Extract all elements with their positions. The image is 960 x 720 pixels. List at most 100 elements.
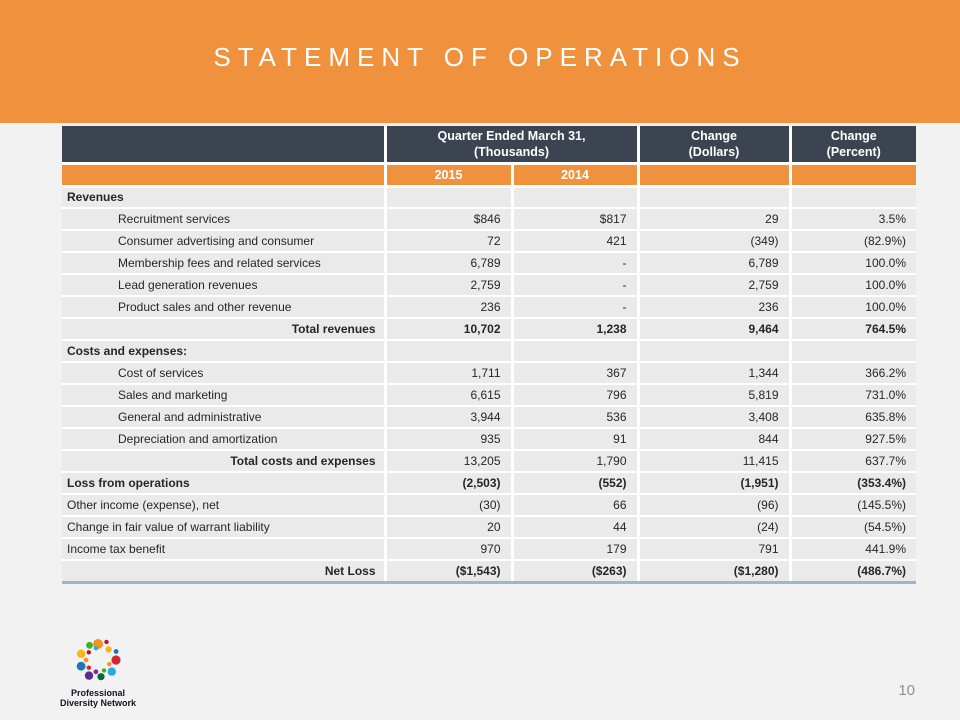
logo-dot — [83, 657, 89, 663]
cell-change-percent: 3.5% — [788, 208, 916, 231]
cell-2015 — [383, 186, 512, 209]
cell-change-percent: 100.0% — [788, 252, 916, 275]
cell-2015: ($1,543) — [383, 560, 512, 584]
pdn-logo-icon — [76, 639, 121, 681]
cell-2014: - — [510, 252, 638, 275]
cell-change-dollars: 29 — [636, 208, 790, 231]
row-label: Total revenues — [62, 318, 385, 341]
logo-dot — [105, 646, 112, 653]
row-label: Recruitment services — [62, 208, 385, 231]
year-change-dollars-cell — [636, 163, 790, 188]
operations-table: Quarter Ended March 31, (Thousands) Chan… — [62, 126, 916, 584]
logo-dot — [104, 639, 109, 645]
cell-2014: 796 — [510, 384, 638, 407]
cell-2014: - — [510, 296, 638, 319]
table-year-row: 2015 2014 — [62, 163, 916, 188]
cell-change-dollars: 5,819 — [636, 384, 790, 407]
cell-change-dollars: (1,951) — [636, 472, 790, 495]
table-row: Recruitment services $846 $817 29 3.5% — [62, 208, 916, 231]
table-row: Consumer advertising and consumer 72 421 (3… — [62, 230, 916, 253]
table-row: Costs and expenses: — [62, 340, 916, 363]
cell-2015: $846 — [383, 208, 512, 231]
cell-2014 — [510, 340, 638, 363]
table-row: General and administrative 3,944 536 3,408 6… — [62, 406, 916, 429]
cell-change-dollars: (24) — [636, 516, 790, 539]
row-label: Other income (expense), net — [62, 494, 385, 517]
table-row: Net Loss ($1,543) ($263) ($1,280) (486.7%) — [62, 560, 916, 584]
cell-change-percent: (54.5%) — [788, 516, 916, 539]
cell-2015: 20 — [383, 516, 512, 539]
logo-dot — [86, 665, 91, 670]
row-label: Total costs and expenses — [62, 450, 385, 473]
header-label-cell — [62, 126, 385, 165]
header-change-dollars: Change (Dollars) — [636, 126, 790, 165]
cell-2014: 44 — [510, 516, 638, 539]
logo-dot — [76, 661, 86, 671]
cell-2014: 1,790 — [510, 450, 638, 473]
cell-2015: 10,702 — [383, 318, 512, 341]
cell-2014: - — [510, 274, 638, 297]
row-label: Sales and marketing — [62, 384, 385, 407]
row-label: Membership fees and related services — [62, 252, 385, 275]
logo-dot — [101, 668, 107, 673]
logo-dot — [84, 671, 94, 680]
cell-change-dollars: (96) — [636, 494, 790, 517]
header-quarter-group: Quarter Ended March 31, (Thousands) — [383, 126, 638, 165]
cell-change-percent: 441.9% — [788, 538, 916, 561]
cell-2014: ($263) — [510, 560, 638, 584]
cell-change-dollars: 844 — [636, 428, 790, 451]
cell-2014: 179 — [510, 538, 638, 561]
table-row: Total costs and expenses 13,205 1,790 11,41… — [62, 450, 916, 473]
cell-change-percent: (82.9%) — [788, 230, 916, 253]
cell-2014: 367 — [510, 362, 638, 385]
table-row: Product sales and other revenue 236-236 10… — [62, 296, 916, 319]
row-label: Income tax benefit — [62, 538, 385, 561]
cell-change-dollars: ($1,280) — [636, 560, 790, 584]
logo-dot — [93, 669, 99, 675]
cell-change-percent — [788, 340, 916, 363]
cell-2014: 91 — [510, 428, 638, 451]
cell-2015: 236 — [383, 296, 512, 319]
cell-change-percent: 764.5% — [788, 318, 916, 341]
cell-change-percent: 100.0% — [788, 274, 916, 297]
row-label: General and administrative — [62, 406, 385, 429]
logo-dot — [97, 673, 105, 681]
cell-2015: 970 — [383, 538, 512, 561]
header-band — [0, 0, 960, 123]
cell-change-percent: 635.8% — [788, 406, 916, 429]
cell-2015: 13,205 — [383, 450, 512, 473]
logo-dot — [86, 650, 91, 655]
header-change-percent: Change (Percent) — [788, 126, 916, 165]
logo-dot — [76, 649, 86, 658]
year-label-cell — [62, 163, 385, 188]
cell-change-percent: 366.2% — [788, 362, 916, 385]
cell-change-dollars — [636, 186, 790, 209]
cell-change-dollars: 1,344 — [636, 362, 790, 385]
pdn-logo: Professional Diversity Network — [40, 634, 156, 708]
cell-2014: $817 — [510, 208, 638, 231]
row-label: Product sales and other revenue — [62, 296, 385, 319]
cell-change-dollars: (349) — [636, 230, 790, 253]
row-label: Loss from operations — [62, 472, 385, 495]
cell-2015: 6,615 — [383, 384, 512, 407]
year-change-percent-cell — [788, 163, 916, 188]
logo-dot — [107, 661, 112, 667]
cell-change-percent: 637.7% — [788, 450, 916, 473]
logo-dot — [86, 641, 93, 649]
row-label: Consumer advertising and consumer — [62, 230, 385, 253]
table-row: Total revenues 10,702 1,238 9,464 764.5% — [62, 318, 916, 341]
cell-change-dollars: 2,759 — [636, 274, 790, 297]
cell-2015: 2,759 — [383, 274, 512, 297]
page-number: 10 — [898, 682, 915, 699]
table-row: Cost of services 1,711 367 1,344 366.2% — [62, 362, 916, 385]
row-label: Change in fair value of warrant liabilit… — [62, 516, 385, 539]
cell-2014: 66 — [510, 494, 638, 517]
cell-2014: 421 — [510, 230, 638, 253]
cell-change-percent: (486.7%) — [788, 560, 916, 584]
cell-2015: 6,789 — [383, 252, 512, 275]
row-label: Cost of services — [62, 362, 385, 385]
cell-2015 — [383, 340, 512, 363]
cell-change-dollars: 236 — [636, 296, 790, 319]
cell-2014: 536 — [510, 406, 638, 429]
